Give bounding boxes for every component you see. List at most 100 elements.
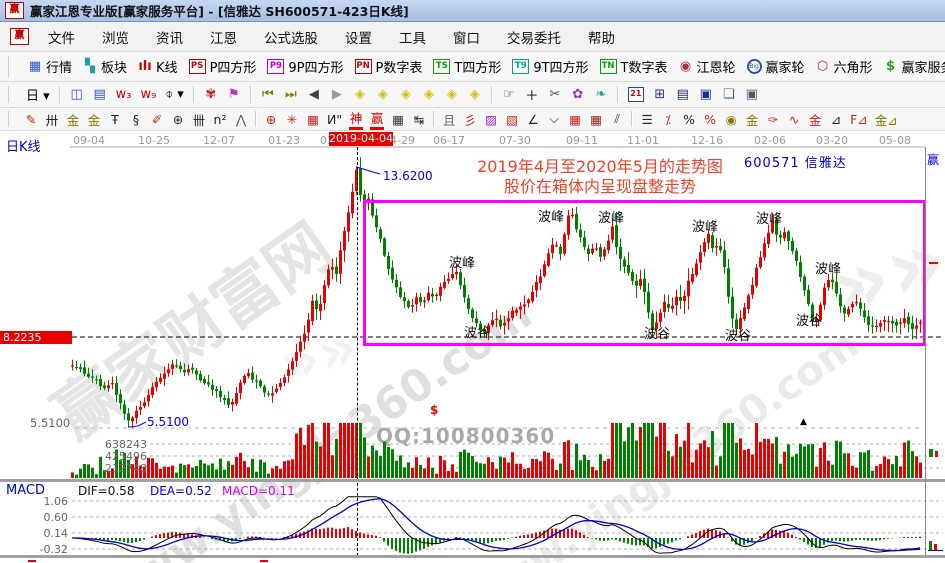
gann-circle-tool[interactable]: ⊕ xyxy=(172,111,184,127)
overlay-icon[interactable]: ◫ xyxy=(70,87,83,102)
ying-tool[interactable]: 赢 xyxy=(370,108,385,130)
bottom-separator xyxy=(0,555,945,558)
winner-wheel-button[interactable]: Big 赢家轮 xyxy=(746,57,805,76)
calculator-icon[interactable]: ⊞ xyxy=(654,87,666,102)
winner-service-button[interactable]: $ 赢家服务 xyxy=(884,57,945,76)
quotes-button[interactable]: ▦ 行情 xyxy=(28,57,72,76)
menu-item-10[interactable]: 帮助 xyxy=(588,30,615,47)
j-angle-tool[interactable]: ⊿ xyxy=(830,111,842,127)
chart-area[interactable]: 赢家财富网 www.yingjia360.com www.yingjia360.… xyxy=(0,131,945,563)
angle-tool[interactable]: ⋀ xyxy=(235,111,247,127)
menu-item-6[interactable]: 设置 xyxy=(345,30,372,47)
measure-tool-icon[interactable]: ✂ xyxy=(549,87,561,102)
angle-line-tool[interactable]: ∠ xyxy=(527,111,539,127)
grid-red2-tool[interactable]: ▦ xyxy=(590,111,603,127)
date-label-09-11: 09-11 xyxy=(566,134,598,147)
crosshair-tool-icon[interactable]: ＋ xyxy=(525,89,539,104)
gold-angle-tool[interactable]: 金⊿ xyxy=(874,112,898,128)
menu-item-4[interactable]: 江恩 xyxy=(210,30,237,47)
next-icon[interactable]: ▶ xyxy=(331,87,342,102)
f-angle-tool[interactable]: F⊿ xyxy=(850,111,868,127)
fan-box-tool[interactable]: ▨ xyxy=(485,111,498,127)
fan-lines-tool[interactable]: 彡 xyxy=(463,112,477,128)
diamond-right-icon[interactable]: ◈ xyxy=(377,87,388,102)
grid-red-tool[interactable]: ▦ xyxy=(569,111,582,127)
9t-square-button-icon: T9 xyxy=(512,59,530,74)
gold-line-tool[interactable]: 金 xyxy=(745,112,759,128)
gold-red-tool[interactable]: 金 xyxy=(808,112,822,128)
star-tool[interactable]: ✳ xyxy=(286,111,298,127)
menu-item-1[interactable]: 文件 xyxy=(48,30,75,47)
save-icon[interactable]: ▣ xyxy=(699,87,712,102)
p-square-button[interactable]: PS P四方形 xyxy=(188,57,256,76)
fan-box2-tool[interactable]: ▧ xyxy=(506,111,519,127)
zigzag-tool[interactable]: ⌵ xyxy=(549,111,559,126)
width-measure-tool[interactable]: ↹ xyxy=(413,111,425,127)
sectors-button[interactable]: ▚ 板块 xyxy=(83,57,127,76)
flag-icon[interactable]: ⚑ xyxy=(228,87,240,102)
symbol-label: 600571 信雅达 xyxy=(744,156,847,171)
percent-line-tool[interactable]: % xyxy=(704,111,717,127)
wave9-icon[interactable]: w₉ xyxy=(140,87,157,102)
wave-line-tool[interactable]: ∿ xyxy=(788,111,800,127)
red-grid-tool[interactable]: ▦ xyxy=(307,111,319,127)
hand-tool-icon[interactable]: ☞ xyxy=(503,87,515,102)
period-day-dropdown[interactable]: 日 ▾ xyxy=(26,89,50,104)
shen-tool[interactable]: 神 xyxy=(349,108,364,130)
9t-square-button[interactable]: T9 9T四方形 xyxy=(512,57,589,76)
diamond-left-icon[interactable]: ◈ xyxy=(354,87,365,102)
gann-wheel-button[interactable]: ◉ 江恩轮 xyxy=(679,57,736,76)
red-circle-tool[interactable]: ⊕ xyxy=(265,111,277,127)
wave3-icon[interactable]: w₃ xyxy=(115,87,132,102)
date-label-06-17: 06-17 xyxy=(433,134,465,147)
menu-item-2[interactable]: 浏览 xyxy=(102,30,129,47)
pattern-icon[interactable]: ✾ xyxy=(205,87,217,102)
candle-style-dropdown[interactable]: ⌽ ▾ xyxy=(165,87,184,102)
hexagon-button[interactable]: ⬡ 六角形 xyxy=(816,57,873,76)
menu-item-8[interactable]: 窗口 xyxy=(453,30,480,47)
gann-lines-tool[interactable]: 卅 xyxy=(45,112,59,128)
spiral-tool[interactable]: § xyxy=(132,111,140,127)
n2-grid-tool[interactable]: n² xyxy=(213,111,227,127)
parallel-tool[interactable]: ⫽ xyxy=(614,111,620,126)
t-square-button[interactable]: TS T四方形 xyxy=(433,57,501,76)
9p-square-button[interactable]: P9 9P四方形 xyxy=(267,57,344,76)
report-icon[interactable]: ▤ xyxy=(676,87,689,102)
menu-item-9[interactable]: 交易委托 xyxy=(507,30,561,47)
num-grid-tool[interactable]: ▦ xyxy=(392,111,405,127)
menu-item-3[interactable]: 资讯 xyxy=(156,30,183,47)
red-marker-tool[interactable]: ✑ xyxy=(767,111,779,127)
date-label-01-23: 01-23 xyxy=(268,134,300,147)
menu-item-5[interactable]: 公式选股 xyxy=(264,30,318,47)
diamond-shrink-icon[interactable]: ◈ xyxy=(423,87,434,102)
ruler-tool[interactable]: ☰ xyxy=(641,111,653,127)
calendar-icon[interactable]: 21 xyxy=(627,87,644,102)
pc-web-icon[interactable]: ❏ xyxy=(723,87,735,102)
frame-tool[interactable]: 且 xyxy=(442,112,456,128)
diamond-zoomout-icon[interactable]: ◈ xyxy=(469,87,480,102)
menu-item-7[interactable]: 工具 xyxy=(399,30,426,47)
pc-icon[interactable]: ▣ xyxy=(745,87,758,102)
t-table-button[interactable]: TN T数字表 xyxy=(599,57,668,76)
gann-box-tool-icon[interactable]: ✿ xyxy=(572,87,584,102)
p-table-button[interactable]: PN P数字表 xyxy=(354,57,422,76)
gold-grid-tool[interactable]: 金 xyxy=(66,112,80,128)
percent-tool[interactable]: % xyxy=(683,111,696,127)
diamond-expand-icon[interactable]: ◈ xyxy=(400,87,411,102)
goto-end-icon[interactable]: ⏭ xyxy=(284,87,297,102)
brush-tool[interactable]: ✎ xyxy=(25,111,37,127)
n-wave-tool[interactable]: И" xyxy=(327,111,343,127)
lines-tool[interactable]: 卌 xyxy=(192,112,206,128)
kline-chart[interactable] xyxy=(0,131,945,563)
percent-range-tool[interactable]: ⁒ xyxy=(665,111,671,127)
gold-grid2-tool[interactable]: 金 xyxy=(87,112,101,128)
prev-icon[interactable]: ◀ xyxy=(308,87,319,102)
goto-start-icon[interactable]: ⏮ xyxy=(261,87,274,102)
red-pen-tool[interactable]: ✐ xyxy=(151,111,163,127)
smart-tool-icon[interactable]: ❧ xyxy=(595,87,607,102)
f-grid-tool[interactable]: Ŧ xyxy=(111,111,119,127)
diamond-zoomin-icon[interactable]: ◈ xyxy=(446,87,457,102)
gold-circle-tool[interactable]: ◉ xyxy=(725,111,737,127)
quote-list-icon[interactable]: ▤ xyxy=(93,87,106,102)
kline-button[interactable]: ılı K线 xyxy=(138,57,177,76)
